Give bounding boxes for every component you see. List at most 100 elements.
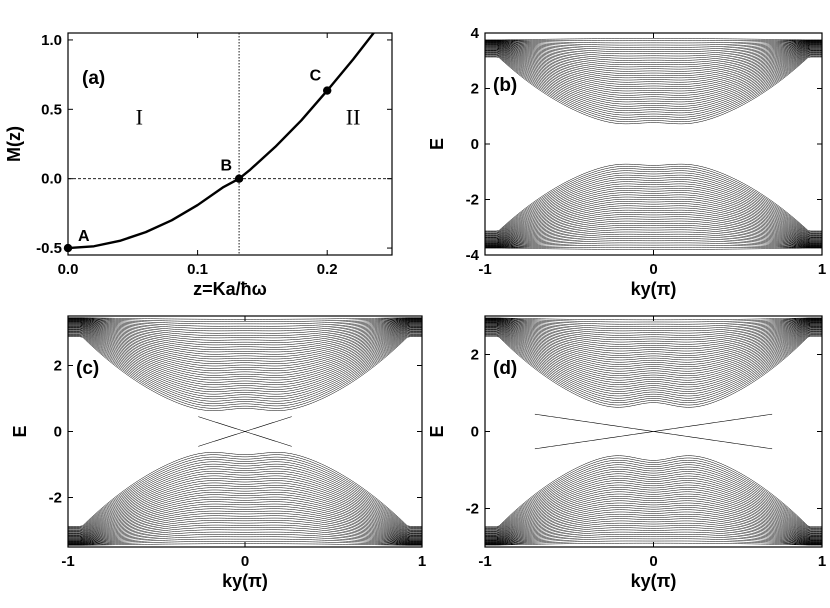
band-line <box>68 322 422 362</box>
band-line <box>485 531 822 545</box>
x-tick-label: -1 <box>61 553 74 570</box>
point-label-b: B <box>221 158 233 175</box>
region-label-2: II <box>346 104 361 129</box>
band-line <box>485 45 822 83</box>
band-line <box>68 510 422 542</box>
band-line <box>68 508 422 542</box>
band-line <box>485 49 822 100</box>
band-line <box>68 320 422 348</box>
band-line <box>485 333 822 401</box>
band-line <box>485 201 822 242</box>
band-line <box>485 166 822 232</box>
band-line <box>68 470 422 533</box>
band-line <box>68 318 422 329</box>
band-line <box>485 529 822 545</box>
band-line <box>485 513 822 543</box>
band-line <box>485 323 822 363</box>
y-tick-label: -2 <box>49 490 62 507</box>
band-line <box>485 496 822 539</box>
band-line <box>485 538 822 546</box>
band-line <box>485 39 822 44</box>
band-line <box>485 192 822 240</box>
band-line <box>485 480 822 535</box>
band-line <box>485 516 822 543</box>
band-line <box>485 325 822 372</box>
band-line <box>68 534 422 545</box>
band-line <box>485 53 822 114</box>
band-line <box>485 38 822 41</box>
band-line <box>68 319 422 341</box>
band-line <box>68 317 422 325</box>
band-line <box>485 40 822 50</box>
band-line <box>485 196 822 241</box>
band-line <box>485 177 822 236</box>
band-line <box>68 321 422 357</box>
edge-states <box>534 413 773 450</box>
x-tick-label: 0.1 <box>187 261 208 278</box>
x-tick-label: 1 <box>818 553 826 570</box>
band-line <box>68 541 422 546</box>
band-line <box>485 489 822 538</box>
y-tick-label: 2 <box>54 358 62 375</box>
y-tick-label: -4 <box>466 247 480 264</box>
band-line <box>485 43 822 76</box>
band-line <box>485 335 822 406</box>
band-lines <box>68 317 422 546</box>
band-line <box>68 323 422 364</box>
band-line <box>485 320 822 347</box>
band-line <box>485 491 822 538</box>
band-line <box>485 321 822 354</box>
band-line <box>68 325 422 374</box>
band-line <box>485 318 822 327</box>
band-line <box>485 247 822 250</box>
band-line <box>485 48 822 98</box>
band-line <box>485 462 822 530</box>
band-line <box>485 240 822 248</box>
band-line <box>485 478 822 535</box>
panel-label: (b) <box>493 75 517 96</box>
panel-label: (a) <box>82 68 105 89</box>
band-line <box>485 52 822 111</box>
band-line <box>68 529 422 545</box>
x-tick-label: 0 <box>241 553 249 570</box>
band-line <box>485 51 822 109</box>
band-line <box>485 40 822 48</box>
band-line <box>68 522 422 544</box>
point-label-a: A <box>78 228 90 245</box>
band-line <box>68 538 422 546</box>
band-line <box>485 42 822 68</box>
x-axis-title: ky(π) <box>222 571 268 591</box>
band-line <box>68 536 422 546</box>
y-tick-label: 0 <box>471 136 479 153</box>
edge-state-line <box>198 416 292 447</box>
band-line <box>485 326 822 376</box>
band-line <box>485 51 822 107</box>
band-line <box>485 56 822 122</box>
y-axis-title: M(z) <box>4 126 24 162</box>
band-line <box>485 336 822 408</box>
band-line <box>485 317 822 323</box>
axes-frame <box>484 32 823 256</box>
band-line <box>485 331 822 394</box>
band-line <box>485 520 822 544</box>
band-line <box>485 163 822 232</box>
y-tick-label: -0.5 <box>36 240 62 257</box>
band-line <box>485 328 822 385</box>
band-line <box>485 511 822 542</box>
x-tick-label: 1 <box>818 261 826 278</box>
y-tick-label: 0 <box>471 424 479 441</box>
y-tick-label: 0.0 <box>41 171 62 188</box>
band-line <box>68 461 422 530</box>
band-line <box>485 466 822 531</box>
band-line <box>485 504 822 541</box>
band-line <box>485 334 822 404</box>
band-line <box>68 334 422 407</box>
band-line <box>485 328 822 383</box>
band-line <box>68 531 422 545</box>
band-line <box>485 246 822 249</box>
band-line <box>68 503 422 541</box>
band-line <box>68 459 422 529</box>
band-line <box>485 194 822 241</box>
band-line <box>485 464 822 530</box>
